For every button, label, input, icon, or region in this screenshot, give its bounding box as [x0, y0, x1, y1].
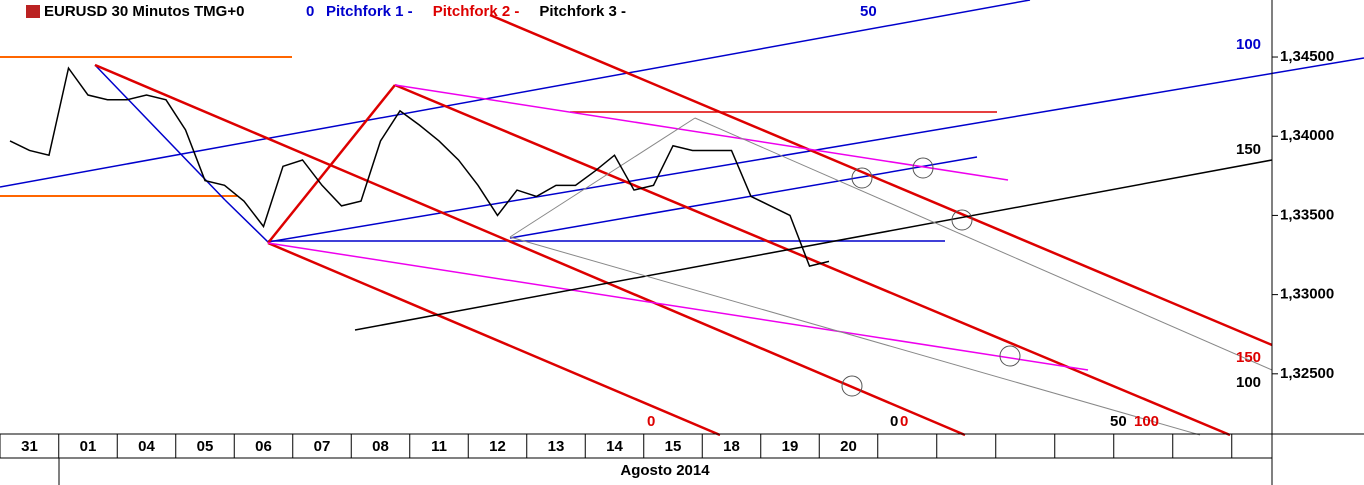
blue-line — [224, 199, 269, 243]
x-tick-label: 07 — [314, 438, 331, 455]
x-tick-label: 18 — [723, 438, 740, 455]
level-label: 0 — [890, 413, 898, 430]
y-tick-label: 1,34500 — [1280, 48, 1334, 65]
black-line — [354, 159, 1273, 331]
circle — [999, 345, 1021, 367]
price-line — [9, 66, 830, 267]
blue-line — [509, 156, 978, 239]
y-tick-label: 1,34000 — [1280, 127, 1334, 144]
level-label: 100 — [1236, 36, 1261, 53]
drawings — [0, 0, 1364, 437]
circle — [951, 209, 973, 231]
symbol-icon — [26, 5, 40, 18]
level-label: 150 — [1236, 141, 1261, 158]
level-label: 50 — [860, 3, 877, 20]
gray-line — [694, 117, 1273, 371]
annotations: 0 50 100 150 100 50 0 0 0 100 150 — [306, 3, 1261, 430]
x-tick-label: 12 — [489, 438, 506, 455]
month-label: Agosto 2014 — [620, 462, 710, 479]
level-label: 150 — [1236, 349, 1261, 366]
circle — [841, 375, 863, 397]
x-tick-label: 31 — [21, 438, 38, 455]
x-tick-label: 19 — [782, 438, 799, 455]
x-tick-label: 08 — [372, 438, 389, 455]
gray-line — [509, 117, 696, 238]
legend-entry: Pitchfork 3 - — [539, 3, 626, 20]
x-tick-label: 11 — [431, 438, 447, 455]
magenta-line — [267, 242, 1089, 371]
circle — [912, 157, 934, 179]
chart-title: EURUSD 30 Minutos TMG+0 — [44, 3, 244, 20]
red-line — [267, 84, 396, 244]
gray-line — [509, 236, 1201, 436]
level-label: 100 — [1134, 413, 1159, 430]
red-line — [394, 83, 1231, 437]
legend-entry: Pitchfork 1 - — [326, 3, 413, 20]
red-line — [267, 241, 721, 437]
x-tick-label: 06 — [255, 438, 272, 455]
red-line — [94, 63, 966, 437]
magenta-line — [394, 84, 1009, 181]
y-tick-label: 1,33500 — [1280, 206, 1334, 223]
blue-line — [0, 0, 1031, 188]
x-tick-label: 04 — [138, 438, 155, 455]
circle — [851, 167, 873, 189]
level-label: 50 — [1110, 413, 1127, 430]
x-tick-label: 20 — [840, 438, 857, 455]
x-tick-label: 05 — [197, 438, 214, 455]
level-label: 100 — [1236, 374, 1261, 391]
y-tick-label: 1,32500 — [1280, 365, 1334, 382]
y-tick-label: 1,33000 — [1280, 286, 1334, 303]
level-label: 0 — [306, 3, 314, 20]
x-tick-label: 01 — [80, 438, 97, 455]
level-label: 0 — [900, 413, 908, 430]
x-tick-label: 14 — [606, 438, 623, 455]
x-tick-label: 15 — [665, 438, 682, 455]
red-line — [489, 13, 1273, 347]
level-label: 0 — [647, 413, 655, 430]
x-tick-label: 13 — [548, 438, 565, 455]
legend-entry: Pitchfork 2 - — [433, 3, 520, 20]
